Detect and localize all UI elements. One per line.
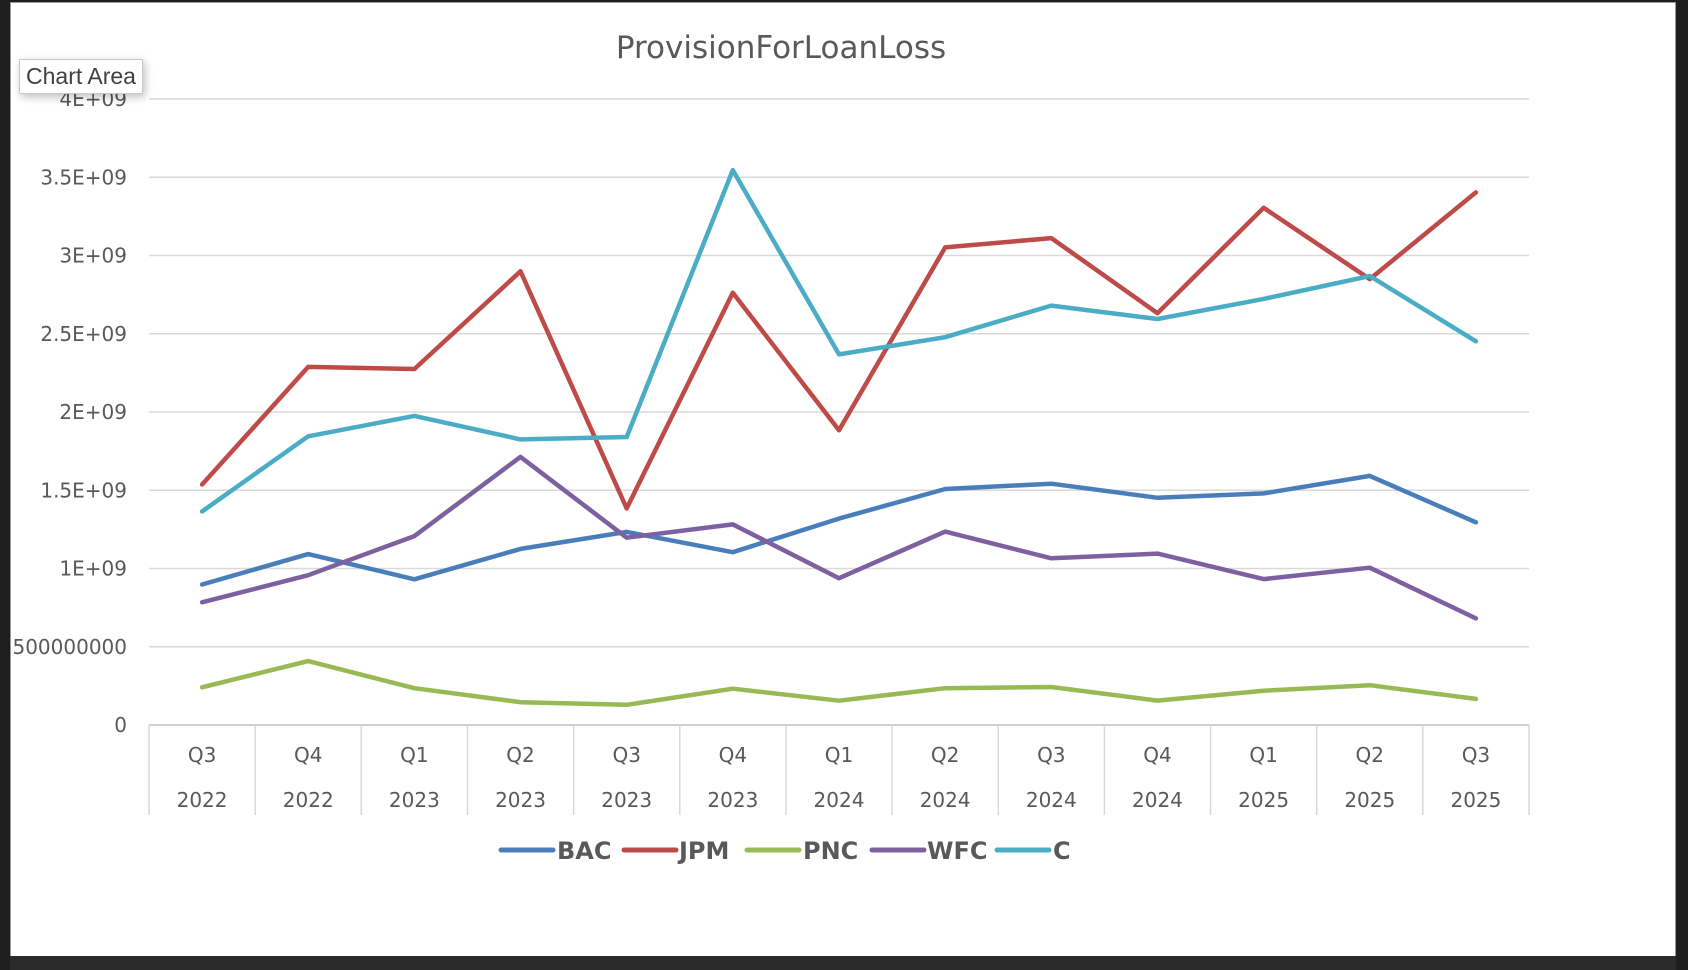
legend-item-jpm[interactable]: JPM: [621, 837, 729, 865]
x-tick-label-quarter: Q4: [719, 743, 747, 767]
x-tick-label-year: 2023: [707, 788, 758, 812]
x-tick-label-quarter: Q1: [1249, 743, 1277, 767]
x-tick-label-year: 2023: [601, 788, 652, 812]
x-tick-label-quarter: Q3: [1462, 743, 1490, 767]
y-tick-label: 2E+09: [59, 400, 127, 424]
x-tick-label-year: 2025: [1344, 788, 1395, 812]
legend-label: PNC: [803, 837, 858, 865]
legend-item-pnc[interactable]: PNC: [744, 837, 858, 865]
chart-area-tooltip: Chart Area: [19, 59, 143, 94]
x-tick-label-quarter: Q4: [294, 743, 322, 767]
x-tick-label-quarter: Q2: [931, 743, 959, 767]
line-chart[interactable]: ProvisionForLoanLoss 0 500000000 1E+09 1.5E…: [11, 3, 1677, 959]
legend-label: C: [1053, 837, 1071, 865]
x-tick-label-year: 2024: [1026, 788, 1077, 812]
y-tick-label: 1.5E+09: [40, 478, 127, 502]
series-line-bac[interactable]: [199, 473, 1479, 587]
x-tick-label-quarter: Q1: [400, 743, 428, 767]
y-tick-label: 3E+09: [59, 244, 127, 268]
legend[interactable]: BAC JPM PNC WFC C: [498, 837, 1071, 865]
x-tick-label-year: 2025: [1450, 788, 1501, 812]
legend-label: WFC: [927, 837, 987, 865]
window-bottom-edge: [10, 956, 1676, 970]
chart-title[interactable]: ProvisionForLoanLoss: [616, 30, 946, 66]
x-axis[interactable]: Q3 2022 Q4 2022 Q1 2023 Q2 2023 Q3 2023 Q4 2023 Q1 20…: [148, 725, 1530, 815]
series-line-c[interactable]: [199, 167, 1479, 514]
y-tick-label: 2.5E+09: [40, 322, 127, 346]
x-tick-label-year: 2024: [814, 788, 865, 812]
x-tick-label-year: 2025: [1238, 788, 1289, 812]
plot-area[interactable]: [199, 167, 1479, 708]
y-tick-label: 500000000: [12, 635, 127, 659]
y-tick-label: 1E+09: [59, 557, 127, 581]
gridlines: [149, 98, 1529, 726]
series-line-pnc[interactable]: [199, 658, 1479, 708]
legend-item-c[interactable]: C: [994, 837, 1071, 865]
legend-label: BAC: [557, 837, 611, 865]
chart-area[interactable]: ProvisionForLoanLoss 0 500000000 1E+09 1.5E…: [10, 2, 1676, 958]
x-tick-label-year: 2024: [920, 788, 971, 812]
x-tick-label-year: 2023: [495, 788, 546, 812]
x-tick-label-year: 2022: [177, 788, 228, 812]
series-line-wfc[interactable]: [199, 454, 1479, 621]
legend-item-bac[interactable]: BAC: [498, 837, 611, 865]
legend-label: JPM: [677, 837, 729, 865]
x-tick-label-quarter: Q2: [1356, 743, 1384, 767]
x-tick-label-year: 2022: [283, 788, 334, 812]
x-tick-label-quarter: Q3: [188, 743, 216, 767]
y-tick-label: 0: [114, 713, 127, 737]
x-tick-label-year: 2024: [1132, 788, 1183, 812]
x-tick-label-quarter: Q1: [825, 743, 853, 767]
x-tick-label-quarter: Q2: [506, 743, 534, 767]
series-line-jpm[interactable]: [199, 190, 1479, 511]
legend-item-wfc[interactable]: WFC: [869, 837, 987, 865]
y-tick-label: 3.5E+09: [40, 165, 127, 189]
x-tick-label-quarter: Q3: [1037, 743, 1065, 767]
x-tick-label-quarter: Q4: [1143, 743, 1171, 767]
x-tick-label-year: 2023: [389, 788, 440, 812]
y-axis[interactable]: 0 500000000 1E+09 1.5E+09 2E+09 2.5E+09 3E+09 3…: [12, 87, 127, 737]
x-tick-label-quarter: Q3: [612, 743, 640, 767]
